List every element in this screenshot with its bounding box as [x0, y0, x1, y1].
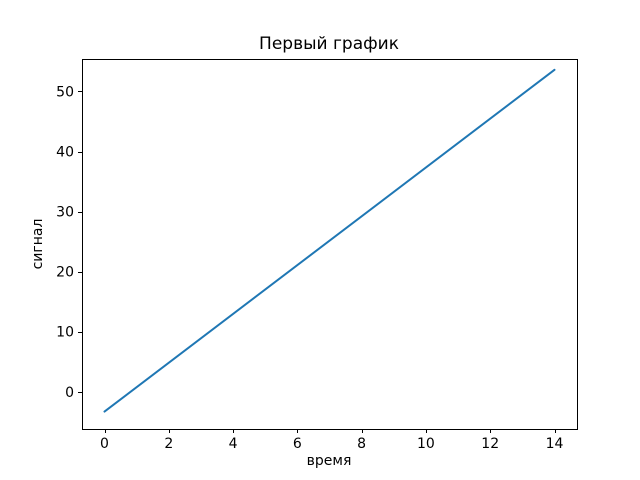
- y-tick-label: 30: [56, 205, 74, 221]
- chart-title: Первый график: [259, 34, 399, 54]
- x-tick-label: 10: [417, 436, 435, 452]
- x-tick-label: 12: [481, 436, 499, 452]
- x-tick-label: 0: [100, 436, 109, 452]
- y-tick-label: 40: [56, 145, 74, 161]
- axes-frame: [82, 59, 578, 430]
- x-axis-label: время: [306, 453, 352, 469]
- x-tick-label: 4: [229, 436, 238, 452]
- x-tick-label: 2: [164, 436, 173, 452]
- data-line: [103, 68, 556, 413]
- y-tick-label: 0: [65, 385, 74, 401]
- y-tick-label: 20: [56, 265, 74, 281]
- y-axis-label: сигнал: [30, 218, 46, 270]
- x-tick-label: 6: [293, 436, 302, 452]
- y-tick-label: 10: [56, 325, 74, 341]
- x-tick-label: 14: [546, 436, 564, 452]
- y-tick-label: 50: [56, 84, 74, 100]
- x-tick-label: 8: [357, 436, 366, 452]
